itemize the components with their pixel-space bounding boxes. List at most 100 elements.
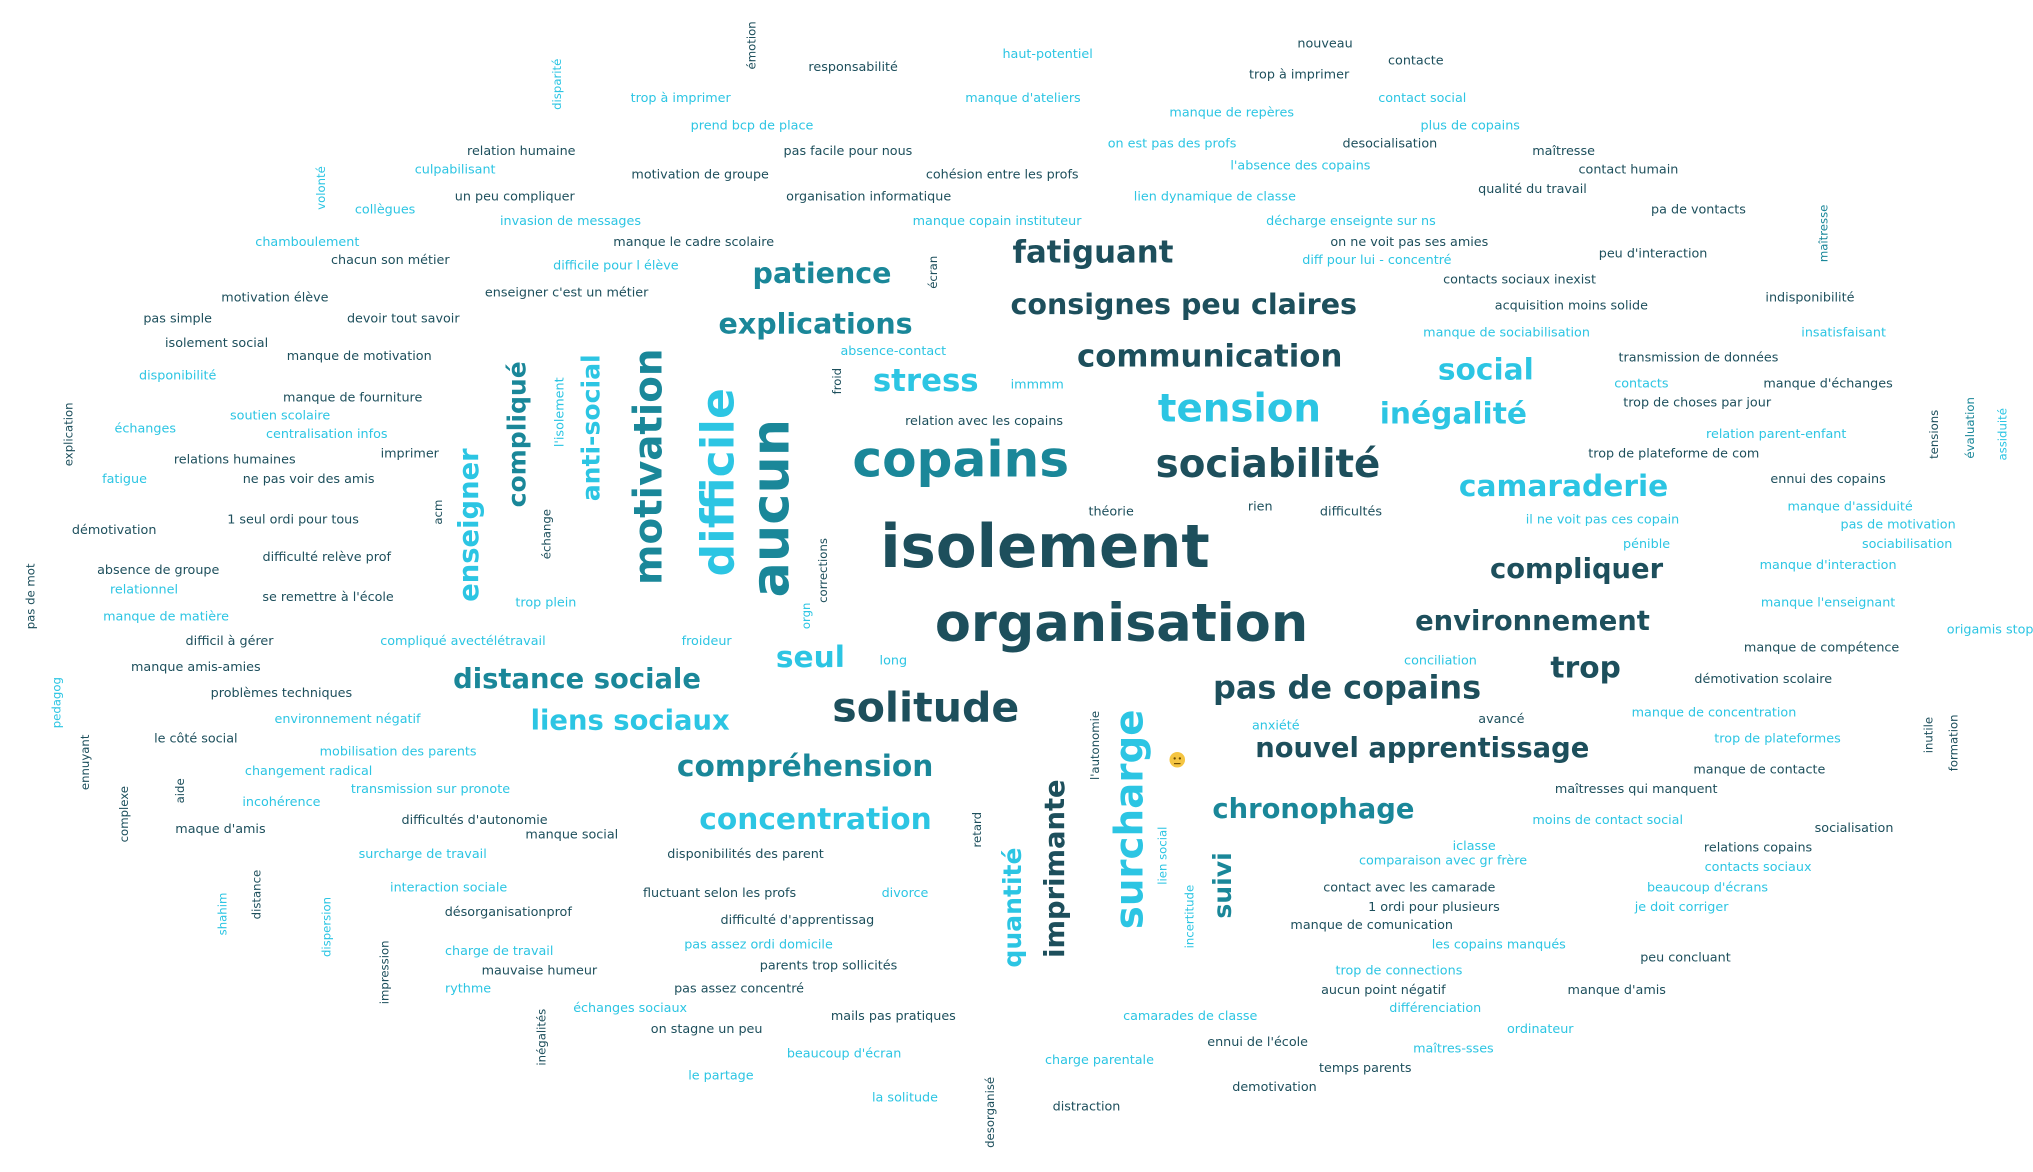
word: aide: [173, 778, 187, 803]
word: pénible: [1623, 537, 1670, 552]
word: interaction sociale: [390, 881, 507, 896]
word: socialisation: [1815, 821, 1894, 836]
word: shahim: [216, 893, 230, 936]
word: organisation: [935, 593, 1308, 654]
word: formation: [1946, 714, 1960, 771]
word: décharge enseignte sur ns: [1266, 214, 1436, 229]
word: conciliation: [1404, 654, 1477, 669]
word: iclasse: [1453, 839, 1496, 854]
word: mauvaise humeur: [482, 964, 598, 979]
word: je doit corriger: [1634, 900, 1729, 915]
word: ne pas voir des amis: [243, 472, 375, 487]
word: compliqué avectélétravail: [380, 634, 545, 649]
word: contact avec les camarade: [1323, 881, 1495, 896]
word: incohérence: [242, 795, 320, 810]
word: on est pas des profs: [1108, 136, 1237, 151]
word: charge parentale: [1045, 1053, 1154, 1068]
word: imprimante: [1040, 779, 1071, 958]
word: disponibilité: [139, 368, 217, 383]
word: solitude: [832, 683, 1019, 731]
word: difficile: [691, 388, 744, 576]
word: désorganisationprof: [445, 905, 573, 920]
word: difficulté relève prof: [263, 550, 392, 565]
word: ennui des copains: [1770, 472, 1886, 487]
word: contacte: [1388, 53, 1444, 68]
word: sociabilité: [1156, 442, 1381, 487]
word: maîtres-sses: [1413, 1041, 1494, 1056]
word: manque de repères: [1169, 105, 1294, 120]
word: relation humaine: [467, 144, 576, 159]
word: tension: [1158, 386, 1321, 431]
word: nouveau: [1297, 37, 1352, 52]
word: stress: [873, 363, 979, 399]
word: quantité: [998, 847, 1027, 967]
word: manque de comunication: [1290, 918, 1453, 933]
word: pas simple: [143, 311, 212, 326]
word: manque de matière: [103, 610, 229, 625]
word: environnement négatif: [275, 712, 422, 727]
word: l'isolement: [553, 377, 568, 447]
word: émotion: [745, 21, 759, 69]
word: lien social: [1156, 827, 1170, 885]
emoji-face: [1169, 751, 1186, 768]
word: prend bcp de place: [691, 118, 814, 133]
word: camarades de classe: [1123, 1009, 1257, 1024]
word: pedagog: [50, 677, 64, 728]
word: beaucoup d'écran: [787, 1047, 901, 1062]
word: inutile: [1922, 717, 1936, 753]
word: compliquer: [1490, 554, 1664, 585]
word: acquisition moins solide: [1495, 298, 1648, 313]
word: soutien scolaire: [230, 409, 330, 424]
word: le partage: [688, 1069, 753, 1084]
word: le côté social: [154, 731, 238, 746]
word: contact humain: [1579, 162, 1679, 177]
word: manque de fourniture: [283, 391, 422, 406]
word: contact social: [1378, 91, 1466, 106]
word: chamboulement: [255, 235, 359, 250]
word: enseigner c'est un métier: [485, 286, 649, 301]
word: froideur: [682, 634, 733, 649]
word: enseigner: [454, 448, 485, 602]
word: concentration: [699, 801, 932, 836]
word: difficulté d'apprentissag: [721, 913, 875, 928]
word: temps parents: [1319, 1061, 1412, 1076]
word: manque de motivation: [287, 349, 432, 364]
word: imprimer: [381, 446, 440, 461]
emoji-eye: [1178, 757, 1182, 760]
word: peu concluant: [1640, 951, 1730, 966]
word: manque social: [525, 827, 618, 842]
word: échanges: [115, 422, 177, 437]
word: moins de contact social: [1532, 813, 1683, 828]
word: fluctuant selon les profs: [643, 886, 797, 901]
word: centralisation infos: [266, 427, 388, 442]
word: manque d'ateliers: [965, 91, 1081, 106]
word: desorganisé: [983, 1077, 997, 1148]
word: écran: [926, 256, 940, 289]
word: acm: [431, 500, 445, 525]
word: diff pour lui - concentré: [1302, 253, 1451, 268]
word: dispersion: [319, 897, 333, 957]
word: démotivation: [72, 523, 156, 538]
word: problèmes techniques: [211, 686, 353, 701]
word: manque de concentration: [1632, 706, 1797, 721]
word: trop de connections: [1336, 964, 1463, 979]
word: compréhension: [677, 748, 933, 783]
word: patience: [753, 257, 892, 290]
word: absence-contact: [841, 344, 947, 359]
word: explication: [61, 402, 75, 466]
word: disparité: [550, 59, 564, 110]
word: la solitude: [872, 1091, 938, 1106]
word: trop de choses par jour: [1623, 396, 1772, 411]
word: camaraderie: [1459, 468, 1668, 503]
word: manque d'amis: [1568, 983, 1667, 998]
word: manque amis-amies: [131, 660, 261, 675]
word: long: [880, 654, 908, 669]
word: compliqué: [503, 361, 532, 507]
word: rien: [1248, 499, 1273, 514]
word: impression: [378, 940, 392, 1004]
word: ennui de l'école: [1207, 1035, 1308, 1050]
word: changement radical: [245, 764, 372, 779]
emoji-eye: [1173, 757, 1176, 760]
word: motivation: [626, 349, 671, 585]
word: insatisfaisant: [1801, 326, 1886, 341]
